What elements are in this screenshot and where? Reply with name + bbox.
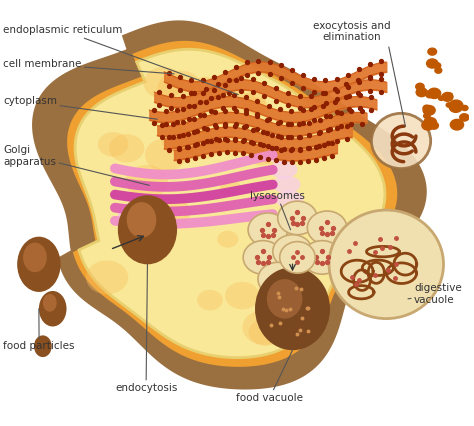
Ellipse shape: [250, 148, 272, 165]
Ellipse shape: [126, 165, 168, 199]
Ellipse shape: [270, 161, 298, 178]
Ellipse shape: [267, 146, 294, 164]
Ellipse shape: [267, 279, 302, 319]
Text: lysosomes: lysosomes: [250, 191, 305, 230]
Ellipse shape: [416, 83, 424, 90]
Ellipse shape: [255, 136, 291, 164]
Polygon shape: [67, 41, 397, 367]
Ellipse shape: [39, 291, 66, 326]
Ellipse shape: [448, 93, 452, 97]
Ellipse shape: [276, 190, 303, 208]
Ellipse shape: [167, 120, 211, 155]
Text: exocytosis and
elimination: exocytosis and elimination: [313, 20, 391, 42]
Ellipse shape: [145, 138, 186, 171]
Ellipse shape: [23, 242, 47, 272]
Ellipse shape: [438, 96, 444, 101]
Ellipse shape: [162, 127, 198, 155]
Ellipse shape: [273, 176, 301, 193]
Ellipse shape: [449, 102, 462, 112]
Ellipse shape: [258, 262, 298, 296]
Ellipse shape: [425, 118, 437, 127]
Ellipse shape: [425, 91, 431, 95]
Ellipse shape: [302, 241, 342, 274]
Ellipse shape: [17, 237, 61, 292]
Ellipse shape: [144, 67, 183, 99]
Ellipse shape: [118, 201, 161, 229]
Ellipse shape: [280, 242, 315, 273]
Ellipse shape: [243, 310, 286, 345]
Ellipse shape: [329, 210, 444, 319]
Ellipse shape: [86, 260, 128, 294]
Ellipse shape: [241, 92, 266, 111]
Ellipse shape: [243, 241, 283, 274]
Ellipse shape: [429, 122, 438, 129]
Ellipse shape: [197, 290, 223, 311]
Text: cytoplasm: cytoplasm: [3, 96, 157, 119]
Ellipse shape: [450, 119, 464, 130]
Ellipse shape: [422, 121, 434, 130]
Ellipse shape: [427, 59, 438, 68]
Ellipse shape: [283, 287, 304, 305]
Ellipse shape: [446, 103, 452, 107]
Ellipse shape: [372, 113, 431, 169]
Ellipse shape: [428, 88, 441, 98]
Ellipse shape: [225, 282, 259, 309]
Text: endoplasmic reticulum: endoplasmic reticulum: [3, 26, 238, 95]
Text: Golgi
apparatus: Golgi apparatus: [3, 145, 149, 185]
Polygon shape: [32, 20, 427, 389]
Ellipse shape: [34, 335, 52, 357]
Ellipse shape: [307, 211, 347, 245]
Ellipse shape: [423, 106, 435, 115]
Ellipse shape: [273, 235, 312, 268]
Ellipse shape: [424, 118, 431, 124]
Text: food vacuole: food vacuole: [236, 350, 303, 403]
Ellipse shape: [460, 114, 469, 121]
Ellipse shape: [118, 195, 177, 264]
Ellipse shape: [188, 77, 222, 104]
Ellipse shape: [220, 179, 241, 196]
Ellipse shape: [248, 213, 288, 247]
Text: cell membrane: cell membrane: [3, 59, 174, 74]
Ellipse shape: [442, 92, 453, 101]
Ellipse shape: [184, 129, 221, 159]
Ellipse shape: [416, 88, 427, 97]
Polygon shape: [75, 49, 385, 357]
Text: digestive
vacuole: digestive vacuole: [408, 283, 462, 305]
Ellipse shape: [424, 113, 430, 118]
Ellipse shape: [157, 71, 203, 107]
Text: food particles: food particles: [3, 309, 75, 351]
Ellipse shape: [423, 105, 430, 111]
Ellipse shape: [249, 319, 283, 346]
Ellipse shape: [462, 106, 468, 110]
Ellipse shape: [246, 97, 267, 115]
Ellipse shape: [435, 68, 442, 73]
Ellipse shape: [426, 92, 433, 98]
Ellipse shape: [255, 267, 330, 350]
Ellipse shape: [109, 134, 144, 162]
Ellipse shape: [449, 100, 463, 111]
Ellipse shape: [143, 194, 190, 231]
Ellipse shape: [278, 201, 317, 235]
Ellipse shape: [127, 202, 156, 238]
Ellipse shape: [279, 205, 306, 223]
Ellipse shape: [213, 91, 262, 130]
Ellipse shape: [43, 294, 57, 312]
Ellipse shape: [217, 231, 238, 248]
Ellipse shape: [98, 132, 128, 157]
Ellipse shape: [312, 109, 337, 129]
Ellipse shape: [434, 63, 441, 69]
Ellipse shape: [428, 48, 437, 55]
Text: endocytosis: endocytosis: [115, 264, 177, 393]
